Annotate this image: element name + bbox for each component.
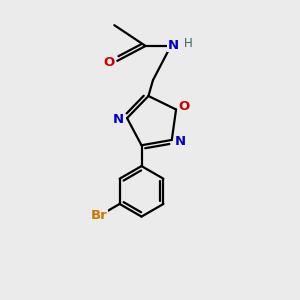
Text: H: H [184,37,193,50]
Text: O: O [179,100,190,113]
Text: N: N [175,135,186,148]
Text: Br: Br [90,209,107,222]
Text: N: N [168,39,179,52]
Text: N: N [112,113,124,126]
Text: O: O [103,56,115,69]
